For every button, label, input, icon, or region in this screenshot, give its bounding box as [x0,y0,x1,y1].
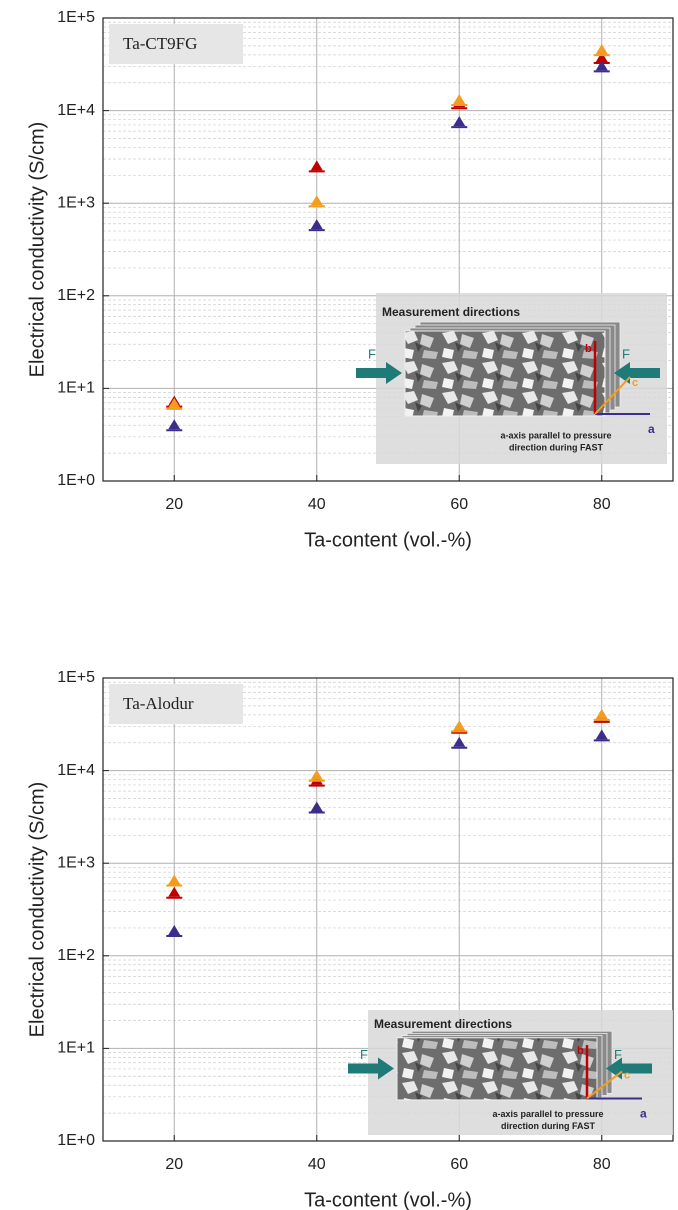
microstructure [405,331,605,416]
marker [168,875,180,885]
y-tick-label: 1E+1 [57,380,95,397]
axis-label-c: c [632,377,638,389]
force-label: F [360,1047,368,1062]
marker [453,116,465,126]
axis-label-b: b [577,1045,584,1057]
y-tick-label: 1E+3 [57,854,95,871]
y-tick-label: 1E+1 [57,1040,95,1057]
y-tick-label: 1E+3 [57,194,95,211]
force-label: F [614,1047,622,1062]
x-axis-label: Ta-content (vol.-%) [304,529,472,551]
y-tick-label: 1E+5 [57,9,95,26]
y-axis-label: Electrical conductivity (S/cm) [26,122,48,378]
x-tick-label: 40 [308,496,326,513]
y-tick-label: 1E+0 [57,472,95,489]
axis-label-a: a [640,1107,647,1121]
marker [168,925,180,935]
x-axis-label: Ta-content (vol.-%) [304,1189,472,1210]
marker [311,801,323,811]
inset-title: Measurement directions [374,1017,512,1031]
y-tick-label: 1E+4 [57,102,95,119]
marker [168,887,180,897]
x-tick-label: 20 [165,496,183,513]
x-tick-label: 40 [308,1156,326,1173]
inset-title: Measurement directions [382,305,520,319]
axis-label-c: c [624,1070,630,1082]
microstructure [397,1038,597,1100]
marker [453,737,465,747]
force-label: F [622,346,630,361]
marker [168,419,180,429]
x-tick-label: 20 [165,1156,183,1173]
axis-label-b: b [585,343,592,355]
y-axis-label: Electrical conductivity (S/cm) [26,782,48,1038]
force-label: F [368,346,376,361]
y-tick-label: 1E+5 [57,669,95,686]
marker [311,195,323,205]
y-tick-label: 1E+2 [57,287,95,304]
y-tick-label: 1E+0 [57,1132,95,1149]
page: 1E+0 1E+1 1E+2 1E+3 1E+4 1E+5 20 40 60 80 Ta-conte… [0,0,678,1210]
x-tick-label: 80 [593,1156,611,1173]
marker [453,720,465,730]
panel-label: Ta-CT9FG [123,34,197,53]
inset-note: direction during FAST [501,1121,596,1131]
figure: 1E+0 1E+1 1E+2 1E+3 1E+4 1E+5 20 40 60 80 Ta-conte… [0,0,678,1210]
axis-label-a: a [648,422,655,436]
marker [596,729,608,739]
marker [311,219,323,229]
marker [596,709,608,719]
x-tick-label: 80 [593,496,611,513]
panel-label: Ta-Alodur [123,694,194,713]
y-tick-label: 1E+4 [57,762,95,779]
x-tick-label: 60 [450,1156,468,1173]
marker [453,94,465,104]
y-tick-label: 1E+2 [57,947,95,964]
inset-note: a-axis parallel to pressure [500,430,611,440]
inset-note: a-axis parallel to pressure [492,1109,603,1119]
marker [311,160,323,170]
x-tick-label: 60 [450,496,468,513]
inset-note: direction during FAST [509,442,604,452]
